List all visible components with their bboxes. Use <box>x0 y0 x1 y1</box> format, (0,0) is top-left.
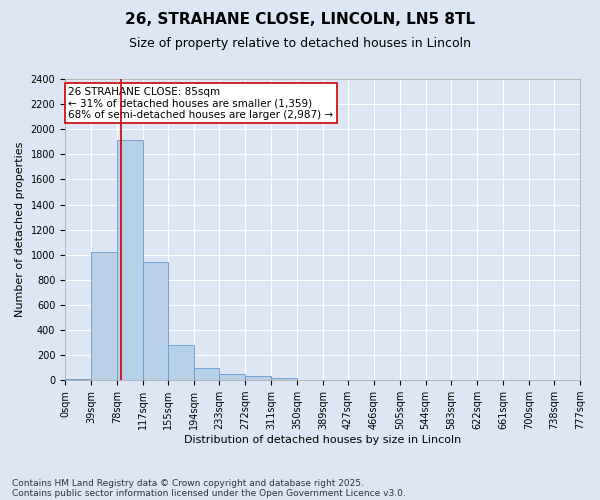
Y-axis label: Number of detached properties: Number of detached properties <box>15 142 25 318</box>
Bar <box>143 262 168 380</box>
Text: Size of property relative to detached houses in Lincoln: Size of property relative to detached ho… <box>129 38 471 51</box>
Bar <box>245 376 271 380</box>
Bar <box>271 378 297 380</box>
Bar <box>117 140 143 380</box>
X-axis label: Distribution of detached houses by size in Lincoln: Distribution of detached houses by size … <box>184 435 461 445</box>
Text: Contains public sector information licensed under the Open Government Licence v3: Contains public sector information licen… <box>12 488 406 498</box>
Bar <box>168 345 194 380</box>
Text: 26, STRAHANE CLOSE, LINCOLN, LN5 8TL: 26, STRAHANE CLOSE, LINCOLN, LN5 8TL <box>125 12 475 28</box>
Bar <box>220 374 245 380</box>
Text: 26 STRAHANE CLOSE: 85sqm
← 31% of detached houses are smaller (1,359)
68% of sem: 26 STRAHANE CLOSE: 85sqm ← 31% of detach… <box>68 86 334 120</box>
Text: Contains HM Land Registry data © Crown copyright and database right 2025.: Contains HM Land Registry data © Crown c… <box>12 478 364 488</box>
Bar <box>194 368 220 380</box>
Bar <box>91 252 117 380</box>
Bar <box>65 379 91 380</box>
